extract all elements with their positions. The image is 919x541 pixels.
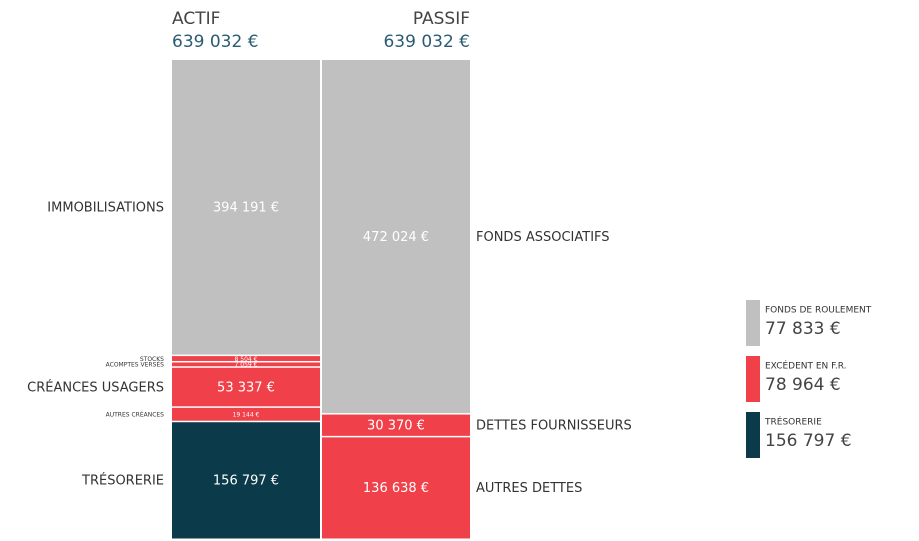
segment-name: STOCKS bbox=[140, 356, 164, 363]
segment bbox=[172, 356, 320, 361]
legend-name: EXCÉDENT EN F.R. bbox=[765, 360, 847, 372]
segment-value: 7 059 € bbox=[235, 362, 258, 369]
column-title: PASSIF bbox=[413, 9, 470, 29]
legend-value: 78 964 € bbox=[765, 375, 841, 395]
segment-name: ACOMPTES VERSÉS bbox=[106, 361, 165, 369]
legend-name: FONDS DE ROULEMENT bbox=[765, 306, 872, 316]
legend-swatch bbox=[746, 356, 760, 402]
segment-value: 136 638 € bbox=[363, 481, 429, 496]
segment-name: FONDS ASSOCIATIFS bbox=[476, 230, 610, 245]
legend-swatch bbox=[746, 412, 760, 458]
segment-name: IMMOBILISATIONS bbox=[47, 201, 164, 216]
segment-value: 394 191 € bbox=[213, 201, 279, 216]
segment bbox=[172, 407, 320, 421]
segment-name: CRÉANCES USAGERS bbox=[27, 379, 164, 395]
segment bbox=[172, 362, 320, 367]
column-total: 639 032 € bbox=[172, 32, 259, 52]
segment-value: 156 797 € bbox=[213, 474, 279, 489]
segment-value: 472 024 € bbox=[363, 230, 429, 245]
segment-value: 19 144 € bbox=[233, 412, 260, 419]
segment bbox=[172, 60, 320, 355]
segment bbox=[322, 437, 470, 539]
column-title: ACTIF bbox=[172, 9, 220, 29]
segment-name: AUTRES DETTES bbox=[476, 481, 582, 496]
segment bbox=[172, 367, 320, 407]
segment-value: 30 370 € bbox=[367, 418, 425, 433]
legend-value: 156 797 € bbox=[765, 431, 852, 451]
segment bbox=[322, 60, 470, 414]
column-total: 639 032 € bbox=[383, 32, 470, 52]
legend-value: 77 833 € bbox=[765, 319, 841, 339]
legend-swatch bbox=[746, 300, 760, 346]
segment bbox=[172, 422, 320, 539]
legend-name: TRÉSORERIE bbox=[764, 416, 822, 428]
segment-value: 8 504 € bbox=[235, 356, 258, 363]
segment-name: AUTRES CRÉANCES bbox=[106, 411, 165, 419]
segment bbox=[322, 414, 470, 436]
segment-name: DETTES FOURNISSEURS bbox=[476, 418, 632, 433]
segment-value: 53 337 € bbox=[217, 380, 275, 395]
segment-name: TRÉSORERIE bbox=[81, 473, 164, 489]
